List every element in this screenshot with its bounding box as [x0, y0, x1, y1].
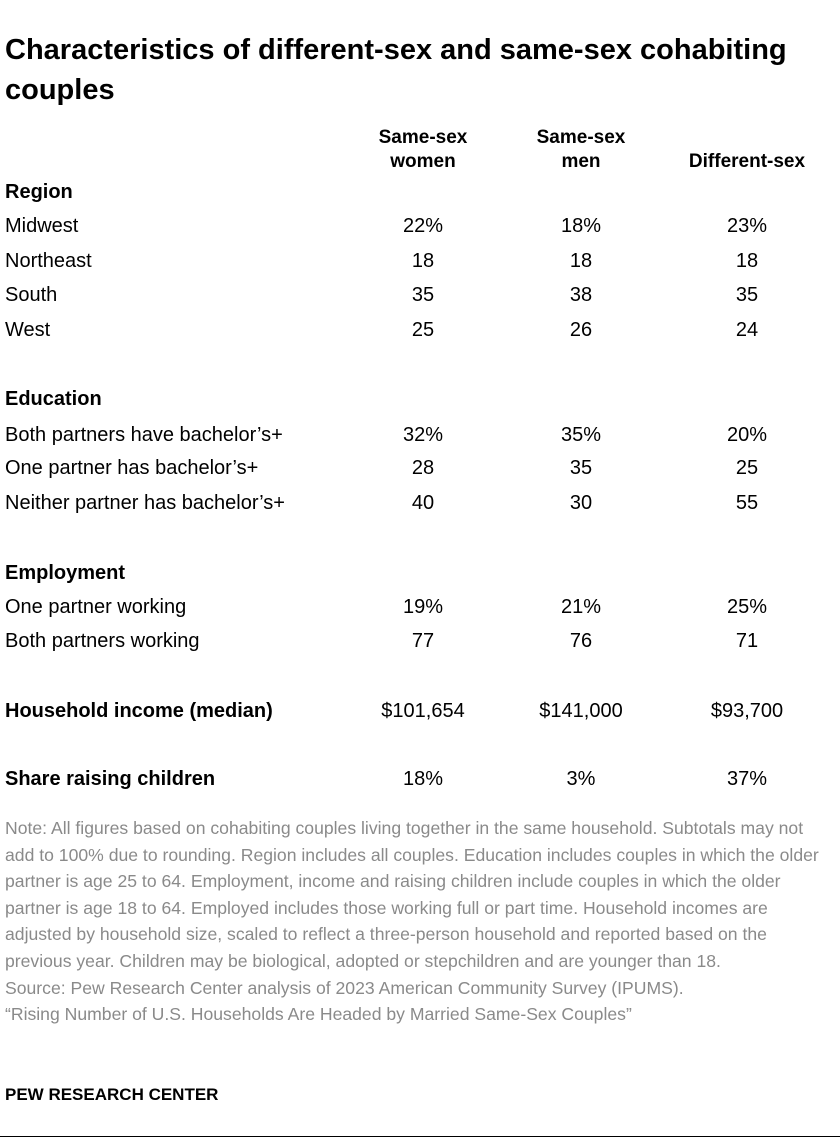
note-text: Note: All figures based on cohabiting co…	[5, 818, 819, 971]
cell-different-sex: 55	[735, 492, 759, 514]
cell-same-sex-women: 25	[411, 319, 435, 341]
cell-same-sex-men: 18%	[560, 215, 602, 237]
cell-same-sex-men: 76	[569, 630, 593, 652]
column-header-same-sex-women: Same-sex women	[343, 126, 503, 174]
cell-same-sex-women: 19%	[402, 596, 444, 618]
row-label: Neither partner has bachelor’s+	[5, 492, 285, 514]
report-title: “Rising Number of U.S. Households Are He…	[5, 1004, 632, 1025]
cell-same-sex-women: 40	[411, 492, 435, 514]
cell-same-sex-women: 77	[411, 630, 435, 652]
cell-different-sex: $93,700	[710, 700, 784, 722]
cell-same-sex-men: 21%	[560, 596, 602, 618]
table-row: Northeast 18 18 18	[0, 246, 840, 276]
cell-different-sex: 25%	[726, 596, 768, 618]
cell-different-sex: 24	[735, 319, 759, 341]
row-label: Northeast	[5, 250, 92, 272]
column-header-different-sex: Different-sex	[688, 151, 806, 172]
row-label: Both partners have bachelor’s+	[5, 424, 283, 446]
table-row: West 25 26 24	[0, 315, 840, 345]
cell-different-sex: 37%	[726, 768, 768, 790]
table-row: South 35 38 35	[0, 280, 840, 310]
section-heading-education: Education	[5, 388, 102, 410]
table-row: One partner working 19% 21% 25%	[0, 592, 840, 622]
cell-different-sex: 23%	[726, 215, 768, 237]
notes: Note: All figures based on cohabiting co…	[5, 815, 835, 1028]
row-label: Midwest	[5, 215, 79, 237]
cell-same-sex-men: 26	[569, 319, 593, 341]
table-row: Midwest 22% 18% 23%	[0, 211, 840, 241]
row-label: Both partners working	[5, 630, 200, 652]
row-label: One partner working	[5, 596, 187, 618]
cell-same-sex-men: 38	[569, 284, 593, 306]
cell-same-sex-women: 18%	[402, 768, 444, 790]
table-row: Both partners working 77 76 71	[0, 626, 840, 656]
cell-same-sex-women: 28	[411, 457, 435, 479]
cell-same-sex-men: 35%	[560, 424, 602, 446]
cell-same-sex-women: 35	[411, 284, 435, 306]
cell-same-sex-men: 3%	[566, 768, 596, 790]
row-label: Share raising children	[5, 768, 216, 790]
cell-same-sex-men: 18	[569, 250, 593, 272]
cell-different-sex: 25	[735, 457, 759, 479]
column-header-line: women	[390, 151, 456, 172]
section-heading-employment: Employment	[5, 562, 126, 584]
bottom-divider	[0, 1136, 840, 1137]
column-header-same-sex-men: Same-sex men	[501, 126, 661, 174]
table-row: One partner has bachelor’s+ 28 35 25	[0, 453, 840, 483]
cell-same-sex-women: $101,654	[381, 700, 465, 722]
table-row-household-income: Household income (median) $101,654 $141,…	[0, 696, 840, 726]
cell-same-sex-men: 35	[569, 457, 593, 479]
cell-same-sex-women: 18	[411, 250, 435, 272]
page-title: Characteristics of different-sex and sam…	[5, 34, 787, 106]
source-text: Source: Pew Research Center analysis of …	[5, 977, 684, 998]
column-header-line: men	[561, 151, 601, 172]
row-label: Household income (median)	[5, 700, 273, 722]
cell-same-sex-women: 22%	[402, 215, 444, 237]
row-label: One partner has bachelor’s+	[5, 457, 259, 479]
row-label: South	[5, 284, 58, 306]
table-row-share-raising-children: Share raising children 18% 3% 37%	[0, 764, 840, 794]
table-row: Neither partner has bachelor’s+ 40 30 55	[0, 488, 840, 518]
pew-research-center-logo: PEW RESEARCH CENTER	[5, 1085, 219, 1104]
row-label: West	[5, 319, 51, 341]
cell-different-sex: 20%	[726, 424, 768, 446]
cell-different-sex: 71	[735, 630, 759, 652]
table-row: Both partners have bachelor’s+ 32% 35% 2…	[0, 420, 840, 450]
cell-same-sex-women: 32%	[402, 424, 444, 446]
cell-different-sex: 18	[735, 250, 759, 272]
column-header-line: Same-sex	[378, 127, 468, 148]
cell-different-sex: 35	[735, 284, 759, 306]
cell-same-sex-men: 30	[569, 492, 593, 514]
section-heading-region: Region	[5, 181, 73, 203]
cell-same-sex-men: $141,000	[539, 700, 623, 722]
column-header-line: Same-sex	[536, 127, 626, 148]
